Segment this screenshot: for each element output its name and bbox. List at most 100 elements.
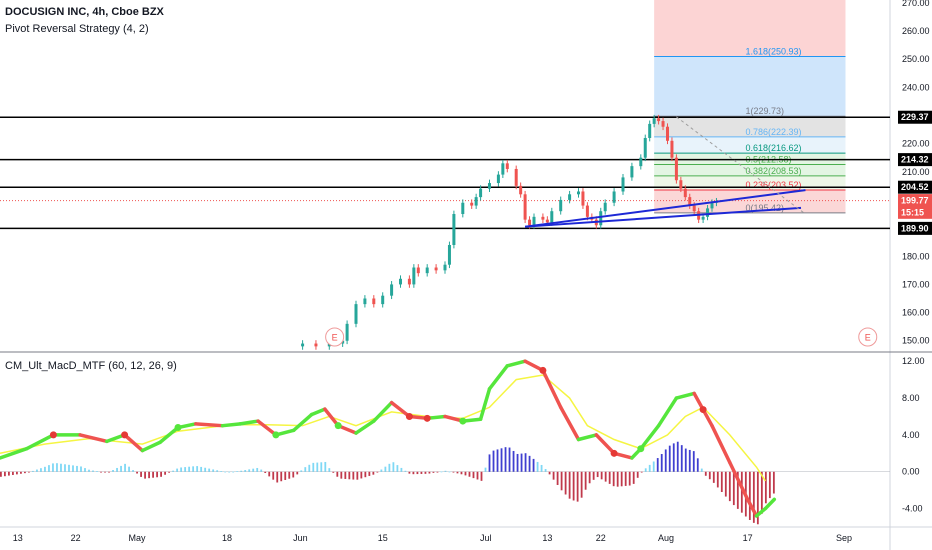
macd-histogram-bar — [496, 449, 499, 472]
macd-histogram-bar — [416, 471, 419, 475]
time-axis-tick: Aug — [658, 533, 674, 543]
macd-line-segment — [656, 396, 679, 428]
macd-histogram-bar — [144, 471, 146, 479]
macd-line-segment — [354, 419, 376, 435]
macd-histogram-bar — [536, 461, 539, 472]
macd-histogram-bar — [520, 453, 523, 472]
candle — [661, 121, 665, 127]
time-axis-tick: 18 — [222, 533, 232, 543]
macd-histogram-bar — [600, 471, 603, 480]
macd-histogram-bar — [756, 471, 759, 525]
macd-histogram-bar — [188, 466, 191, 472]
candle — [550, 211, 554, 223]
macd-histogram-bar — [740, 471, 743, 513]
macd-histogram-bar — [396, 465, 399, 472]
macd-histogram-bar — [56, 463, 58, 472]
price-axis-tick: 150.00 — [902, 336, 930, 346]
crossover-dot — [174, 424, 182, 432]
strategy-label: Pivot Reversal Strategy (4, 2) — [5, 23, 149, 35]
macd-histogram-bar — [660, 454, 663, 472]
macd-histogram-bar — [252, 468, 255, 472]
candle — [710, 202, 714, 209]
macd-histogram-bar — [80, 466, 82, 472]
osc-axis-tick: -4.00 — [902, 504, 923, 514]
macd-histogram-bar — [752, 471, 755, 523]
macd-histogram-bar — [340, 471, 343, 479]
macd-line-segment — [194, 422, 225, 428]
price-axis-tick: 160.00 — [902, 308, 930, 318]
time-axis-tick: Sep — [836, 533, 852, 543]
macd-line-segment — [220, 422, 243, 428]
macd-histogram-bar — [116, 467, 118, 472]
candle — [501, 163, 505, 175]
macd-histogram-bar — [632, 471, 635, 484]
price-axis-tick: 180.00 — [902, 251, 930, 261]
macd-histogram-bar — [132, 470, 134, 472]
macd-histogram-bar — [288, 471, 291, 479]
candle — [412, 267, 416, 285]
macd-histogram-bar — [588, 471, 591, 484]
candle — [341, 340, 345, 344]
macd-histogram-bar — [108, 471, 110, 473]
candle — [443, 264, 447, 271]
macd-histogram-bar — [256, 467, 259, 472]
osc-axis-tick: 4.00 — [902, 430, 920, 440]
macd-histogram-bar — [556, 471, 559, 485]
macd-histogram-bar — [164, 471, 167, 475]
macd-histogram-bar — [452, 471, 455, 473]
candle — [479, 188, 483, 198]
candle — [701, 216, 705, 220]
crossover-dot — [272, 431, 280, 439]
candle — [425, 267, 429, 274]
candle — [541, 216, 545, 220]
price-axis-tick: 260.00 — [902, 26, 930, 36]
macd-line-segment — [372, 400, 394, 423]
macd-histogram-bar — [760, 471, 763, 514]
time-axis-tick: 22 — [71, 533, 81, 543]
macd-histogram-bar — [96, 471, 98, 472]
macd-histogram-bar — [716, 471, 719, 488]
macd-histogram-bar — [192, 466, 195, 472]
macd-histogram-bar — [16, 471, 18, 475]
price-axis-tick: 220.00 — [902, 139, 930, 149]
crossover-dot — [405, 412, 413, 420]
macd-histogram-bar — [608, 471, 611, 484]
time-axis-tick: 13 — [542, 533, 552, 543]
macd-histogram-bar — [684, 448, 687, 472]
candle — [577, 191, 580, 195]
macd-histogram-bar — [528, 455, 531, 472]
candle — [621, 177, 625, 192]
macd-line-segment — [0, 446, 29, 460]
macd-histogram-bar — [548, 471, 551, 475]
macd-histogram-bar — [4, 471, 6, 477]
macd-histogram-bar — [204, 467, 207, 472]
macd-histogram-bar — [148, 471, 150, 479]
macd-histogram-bar — [380, 469, 383, 472]
crossover-dot — [121, 431, 129, 439]
macd-line-segment — [558, 405, 581, 442]
candle — [692, 205, 696, 212]
fib-zone-blue — [654, 56, 846, 117]
macd-histogram-bar — [424, 471, 427, 474]
macd-histogram-bar — [456, 471, 459, 474]
macd-histogram-bar — [552, 471, 555, 480]
macd-histogram-bar — [688, 449, 691, 472]
candle — [354, 304, 358, 324]
candle — [399, 278, 402, 285]
candle — [390, 284, 394, 296]
macd-histogram-bar — [428, 471, 431, 474]
macd-histogram-bar — [180, 467, 183, 472]
macd-histogram-bar — [576, 471, 579, 502]
macd-histogram-bar — [44, 466, 46, 472]
candle — [612, 191, 616, 203]
macd-histogram-bar — [348, 471, 351, 480]
macd-histogram-bar — [764, 471, 767, 504]
candle — [545, 219, 549, 223]
macd-histogram-bar — [8, 471, 10, 476]
candle — [670, 140, 674, 158]
signal-line — [0, 374, 767, 482]
macd-histogram-bar — [40, 468, 42, 472]
macd-line-segment — [639, 423, 661, 451]
symbol-title: DOCUSIGN INC, 4h, Cboe BZX — [5, 6, 164, 18]
macd-histogram-bar — [244, 470, 247, 472]
